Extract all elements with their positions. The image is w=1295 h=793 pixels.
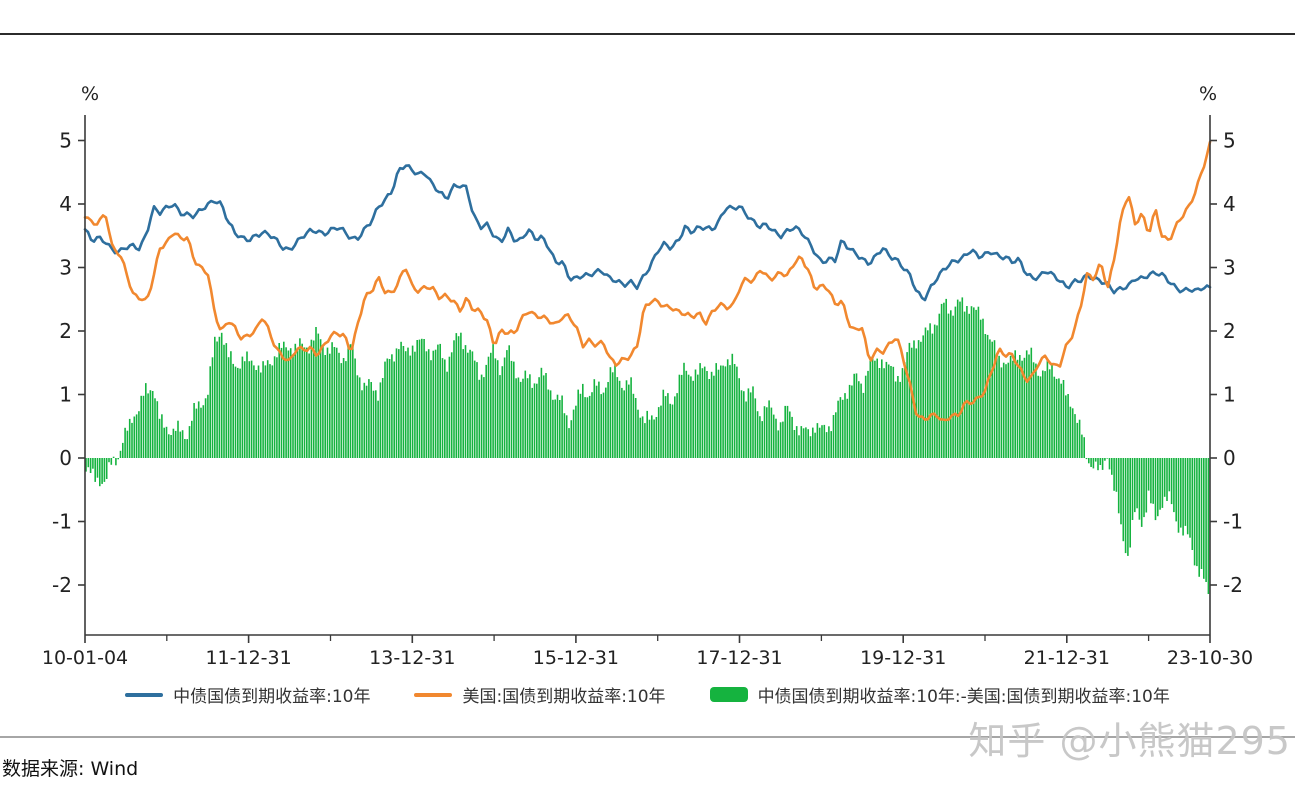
svg-text:13-12-31: 13-12-31 <box>369 647 455 669</box>
legend-item-china-yield: 中债国债到期收益率:10年 <box>125 682 370 707</box>
top-divider <box>0 33 1295 35</box>
legend-item-us-yield: 美国:国债到期收益率:10年 <box>414 682 666 707</box>
svg-text:%: % <box>81 83 99 105</box>
svg-text:2: 2 <box>1223 319 1236 343</box>
svg-text:-2: -2 <box>1223 573 1243 597</box>
svg-text:11-12-31: 11-12-31 <box>205 647 291 669</box>
data-source-label: 数据来源: Wind <box>2 758 139 780</box>
svg-text:23-10-30: 23-10-30 <box>1167 647 1253 669</box>
chart-legend: 中债国债到期收益率:10年 美国:国债到期收益率:10年 中债国债到期收益率:1… <box>0 682 1295 707</box>
svg-text:-2: -2 <box>52 573 72 597</box>
svg-text:3: 3 <box>59 256 72 280</box>
svg-text:-1: -1 <box>52 510 72 534</box>
us-yield-legend-label: 美国:国债到期收益率:10年 <box>462 687 666 707</box>
svg-text:5: 5 <box>59 129 72 153</box>
svg-text:0: 0 <box>59 446 72 470</box>
svg-text:1: 1 <box>59 383 72 407</box>
watermark-text: 知乎 @小熊猫295 <box>968 719 1291 763</box>
bond-yield-chart: -2 -2 -1 -1 0 0 1 1 2 2 3 3 4 4 5 5% % 10-01-04 11-12-31 13… <box>42 83 1253 669</box>
yield-spread-legend-label: 中债国债到期收益率:10年:-美国:国债到期收益率:10年 <box>757 687 1170 707</box>
svg-text:4: 4 <box>59 192 72 216</box>
svg-text:21-12-31: 21-12-31 <box>1024 647 1110 669</box>
svg-text:1: 1 <box>1223 383 1236 407</box>
svg-text:19-12-31: 19-12-31 <box>860 647 946 669</box>
svg-text:3: 3 <box>1223 256 1236 280</box>
svg-text:17-12-31: 17-12-31 <box>696 647 782 669</box>
svg-text:%: % <box>1199 83 1217 105</box>
china-yield-line-swatch <box>125 692 164 697</box>
svg-text:2: 2 <box>59 319 72 343</box>
svg-text:5: 5 <box>1223 129 1236 153</box>
svg-text:-1: -1 <box>1223 510 1243 534</box>
yield-spread-area-swatch <box>709 687 748 702</box>
svg-text:4: 4 <box>1223 192 1236 216</box>
china-yield-legend-label: 中债国债到期收益率:10年 <box>173 687 371 707</box>
svg-text:10-01-04: 10-01-04 <box>42 647 128 669</box>
legend-item-yield-spread: 中债国债到期收益率:10年:-美国:国债到期收益率:10年 <box>709 682 1170 707</box>
svg-text:0: 0 <box>1223 446 1236 470</box>
bottom-divider <box>0 736 1295 738</box>
us-yield-line-swatch <box>414 692 453 697</box>
svg-text:15-12-31: 15-12-31 <box>533 647 619 669</box>
